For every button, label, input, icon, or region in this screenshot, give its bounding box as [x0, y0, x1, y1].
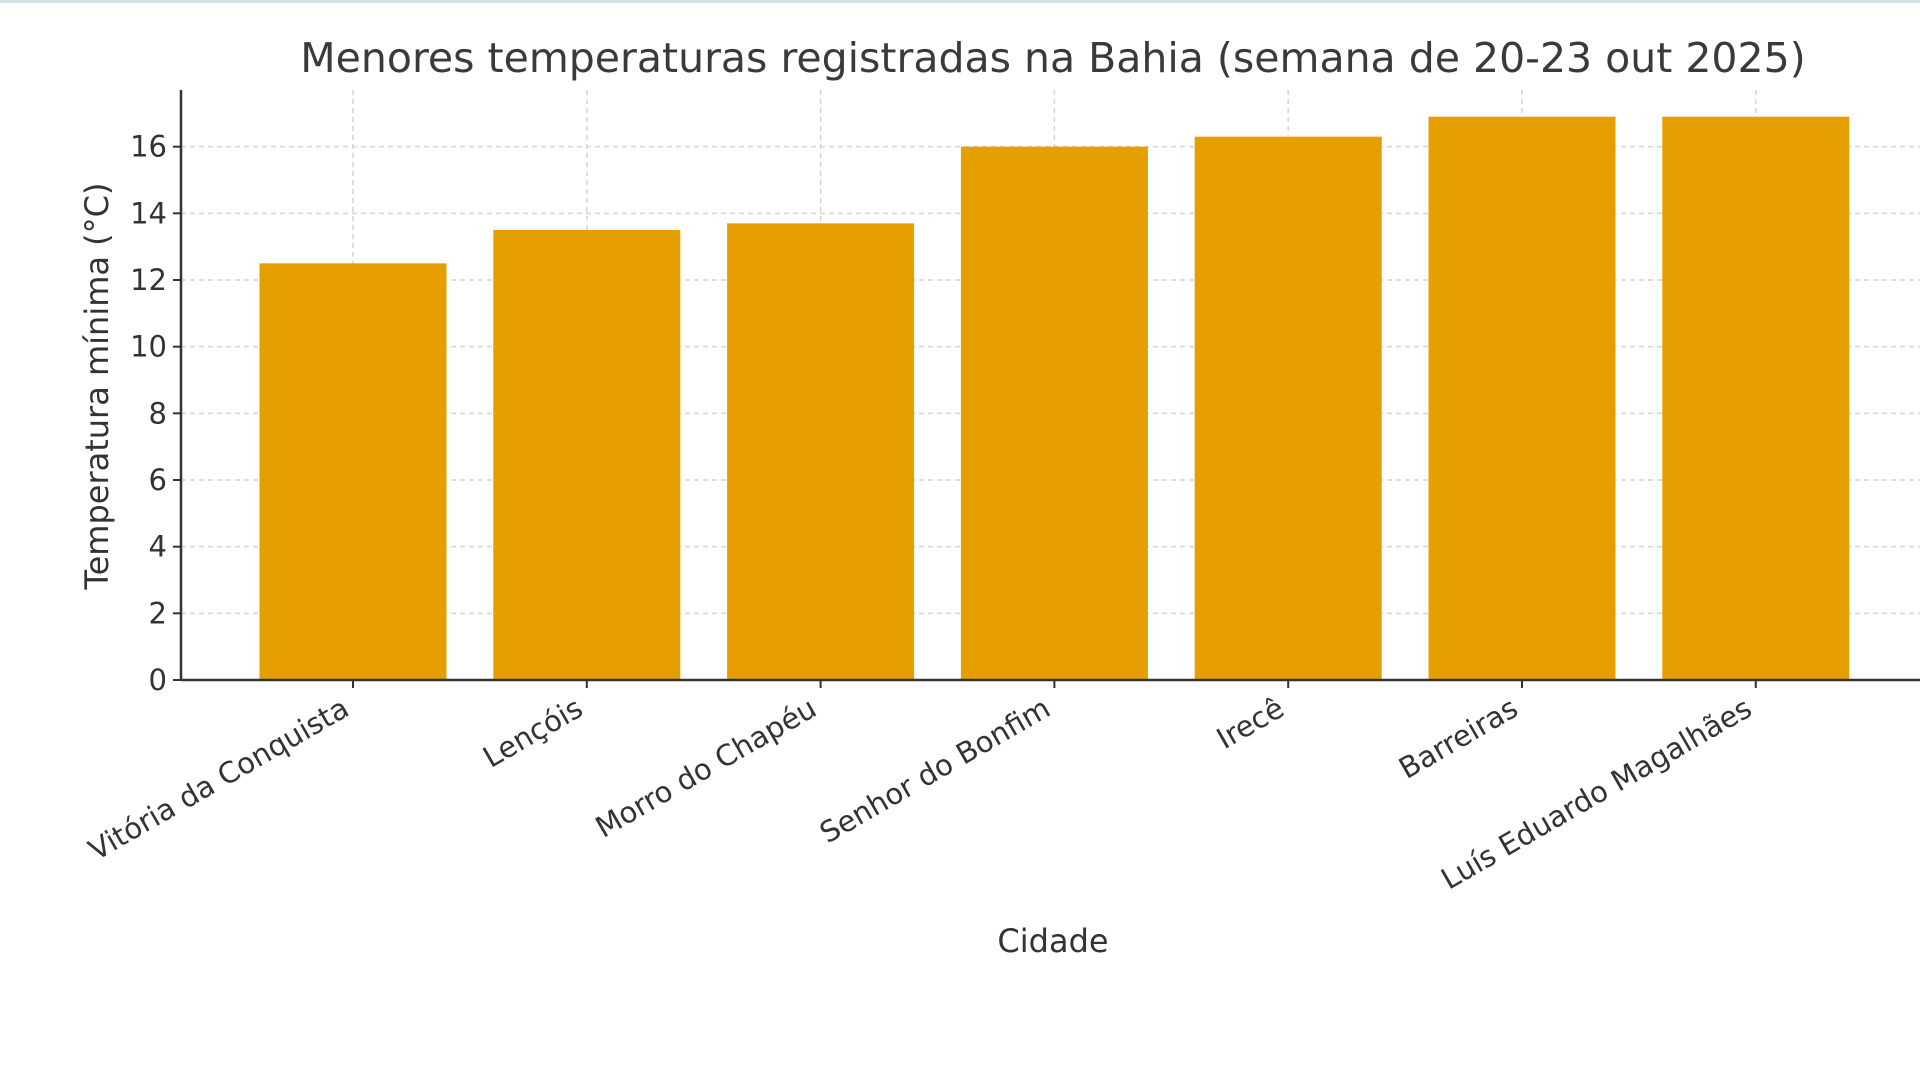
grid-lines: [181, 90, 1920, 680]
y-axis-ticks: 0 2 4 6 8 10 12 14 16: [130, 130, 181, 697]
y-tick-label: 12: [130, 263, 167, 297]
x-tick-label: Barreiras: [1393, 691, 1524, 786]
y-tick-label: 0: [149, 663, 167, 697]
bars: [259, 116, 1850, 681]
y-tick-label: 2: [149, 596, 167, 630]
y-tick-label: 10: [130, 330, 167, 364]
top-edge-strip: [0, 0, 1920, 3]
x-tick-label: Irecê: [1211, 691, 1290, 756]
y-tick-label: 14: [130, 196, 167, 230]
x-axis-ticks: Vitória da Conquista Lençóis Morro do Chap…: [83, 680, 1757, 896]
x-tick-label: Senhor do Bonfim: [814, 691, 1056, 850]
bar: [1428, 116, 1616, 680]
x-tick-label: Vitória da Conquista: [83, 691, 355, 868]
y-tick-label: 4: [149, 530, 167, 564]
y-tick-label: 8: [149, 396, 167, 430]
x-axis-label: Cidade: [997, 922, 1108, 960]
y-tick-label: 16: [130, 130, 167, 164]
bar: [493, 230, 681, 680]
bar: [1194, 136, 1382, 680]
bar: [960, 146, 1148, 680]
x-tick-label: Morro do Chapéu: [590, 691, 822, 845]
y-tick-label: 6: [149, 463, 167, 497]
x-tick-label: Lençóis: [477, 691, 588, 775]
bar: [1662, 116, 1850, 680]
axes: [179, 90, 1920, 682]
y-axis-label: Temperatura mínima (°C): [78, 183, 116, 591]
bar: [259, 263, 447, 680]
bar: [727, 223, 915, 681]
chart-title: Menores temperaturas registradas na Bahi…: [300, 34, 1805, 82]
